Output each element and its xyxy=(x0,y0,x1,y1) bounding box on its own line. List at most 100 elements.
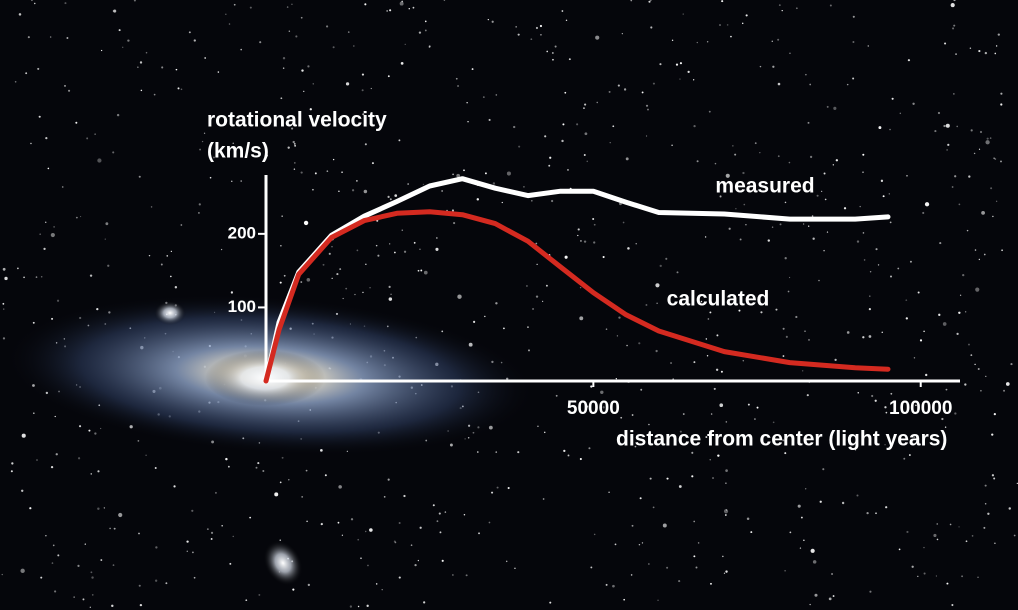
star xyxy=(906,531,908,533)
star xyxy=(956,333,958,335)
star xyxy=(307,65,309,67)
star xyxy=(827,106,829,108)
star xyxy=(423,184,424,185)
star xyxy=(551,200,553,202)
star xyxy=(338,485,342,489)
star xyxy=(820,501,822,503)
star xyxy=(301,496,303,498)
star xyxy=(811,549,815,553)
star xyxy=(622,33,623,34)
star xyxy=(594,224,596,226)
star xyxy=(409,8,410,9)
star xyxy=(360,557,362,559)
star xyxy=(579,316,583,320)
star xyxy=(540,25,542,27)
star xyxy=(725,570,727,572)
star xyxy=(937,539,939,541)
star xyxy=(783,328,785,330)
star xyxy=(796,7,798,9)
star xyxy=(21,490,23,492)
star xyxy=(41,276,43,278)
star xyxy=(968,344,970,346)
star xyxy=(107,265,109,267)
star xyxy=(45,535,46,536)
star xyxy=(646,105,648,107)
star xyxy=(946,389,948,391)
star xyxy=(825,199,827,201)
star xyxy=(760,66,761,67)
star xyxy=(993,158,994,159)
star xyxy=(755,142,757,144)
star xyxy=(215,492,217,494)
star xyxy=(233,536,234,537)
star xyxy=(1000,103,1002,105)
star xyxy=(965,311,966,312)
star xyxy=(225,14,226,15)
star xyxy=(90,473,92,475)
star xyxy=(439,513,441,515)
star xyxy=(953,93,955,95)
star xyxy=(39,233,41,235)
star xyxy=(576,123,578,125)
star xyxy=(394,252,396,254)
star xyxy=(137,440,139,442)
star xyxy=(725,469,728,472)
star xyxy=(944,42,946,44)
star xyxy=(994,543,996,545)
star xyxy=(975,249,977,251)
star xyxy=(706,338,707,339)
legend-label: calculated xyxy=(667,288,770,311)
star xyxy=(709,311,711,313)
star xyxy=(407,183,409,185)
star xyxy=(871,395,873,397)
star xyxy=(466,574,468,576)
star xyxy=(356,180,358,182)
star xyxy=(405,44,406,45)
star xyxy=(22,434,26,438)
star xyxy=(886,412,888,414)
star xyxy=(608,491,610,493)
star xyxy=(34,3,35,4)
star xyxy=(527,326,529,328)
star xyxy=(419,31,421,33)
star xyxy=(620,417,622,419)
star xyxy=(1000,160,1002,162)
star xyxy=(683,413,685,415)
star xyxy=(402,230,403,231)
star xyxy=(959,204,961,206)
star xyxy=(660,265,662,267)
star xyxy=(676,64,678,66)
star xyxy=(306,521,307,522)
star xyxy=(112,151,114,153)
star xyxy=(386,10,388,12)
star xyxy=(301,69,303,71)
star xyxy=(594,534,596,536)
star xyxy=(429,45,431,47)
star xyxy=(418,560,419,561)
star xyxy=(603,256,605,258)
star xyxy=(390,294,391,295)
star xyxy=(974,364,975,365)
star xyxy=(862,171,864,173)
star xyxy=(80,216,81,217)
star xyxy=(240,180,242,182)
star xyxy=(283,67,284,68)
star xyxy=(288,147,290,149)
star xyxy=(958,312,960,314)
star xyxy=(442,560,444,562)
star xyxy=(857,240,859,242)
star xyxy=(384,496,386,498)
star xyxy=(580,240,581,241)
star xyxy=(822,468,824,470)
star xyxy=(19,13,22,16)
star xyxy=(418,270,420,272)
star xyxy=(127,39,129,41)
star xyxy=(711,413,713,415)
star xyxy=(609,91,611,93)
star xyxy=(463,169,465,171)
star xyxy=(457,295,461,299)
star xyxy=(914,357,915,358)
star xyxy=(491,492,493,494)
star xyxy=(996,201,997,202)
star xyxy=(36,459,38,461)
